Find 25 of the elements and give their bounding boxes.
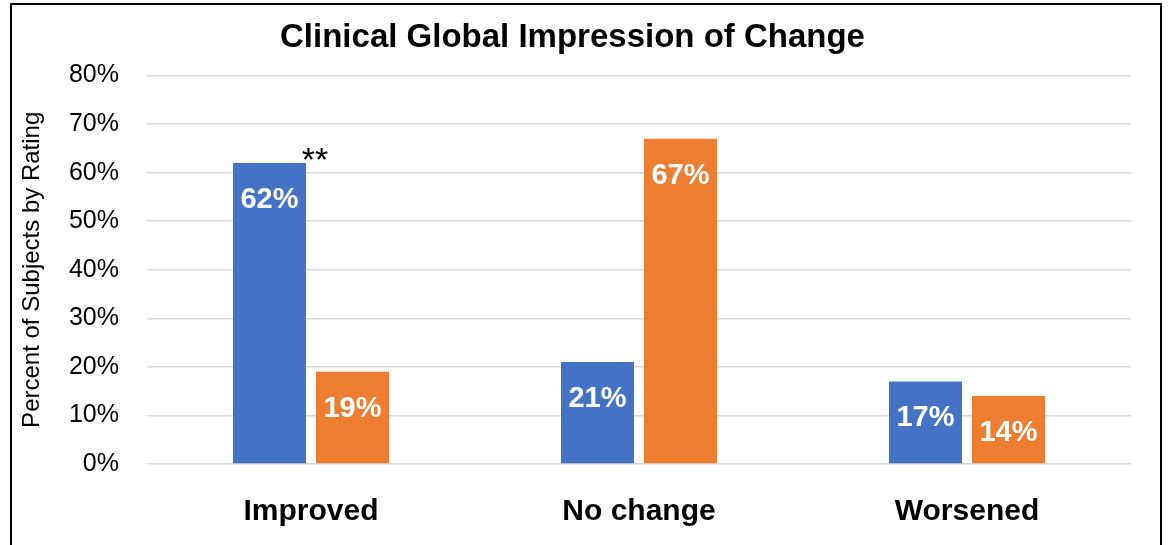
y-tick-label: 70% — [68, 108, 119, 137]
data-label: 19% — [323, 390, 382, 423]
y-tick-label: 30% — [68, 302, 119, 331]
y-tick-label: 20% — [68, 350, 119, 379]
data-label: 67% — [651, 157, 710, 190]
y-tick-label: 50% — [68, 205, 119, 234]
bar — [889, 381, 963, 464]
data-label: 14% — [979, 415, 1038, 448]
x-tick-label: Worsened — [894, 493, 1040, 527]
y-tick-label: 60% — [68, 156, 119, 185]
bar — [233, 162, 307, 464]
bar — [643, 138, 718, 464]
y-tick-label: 80% — [68, 59, 119, 88]
x-tick-label: No change — [562, 493, 716, 527]
x-tick-label: Improved — [243, 493, 379, 527]
data-label: 17% — [896, 400, 955, 433]
y-tick-label: 0% — [82, 447, 119, 476]
y-tick-label: 40% — [68, 253, 119, 282]
y-tick-label: 10% — [68, 399, 119, 428]
data-label: 21% — [568, 381, 627, 414]
annotation: ** — [301, 139, 329, 178]
chart-title: Clinical Global Impression of Change — [280, 16, 865, 54]
data-label: 62% — [240, 181, 299, 214]
bar — [561, 362, 635, 464]
y-axis-title: Percent of Subjects by Rating — [17, 111, 45, 428]
